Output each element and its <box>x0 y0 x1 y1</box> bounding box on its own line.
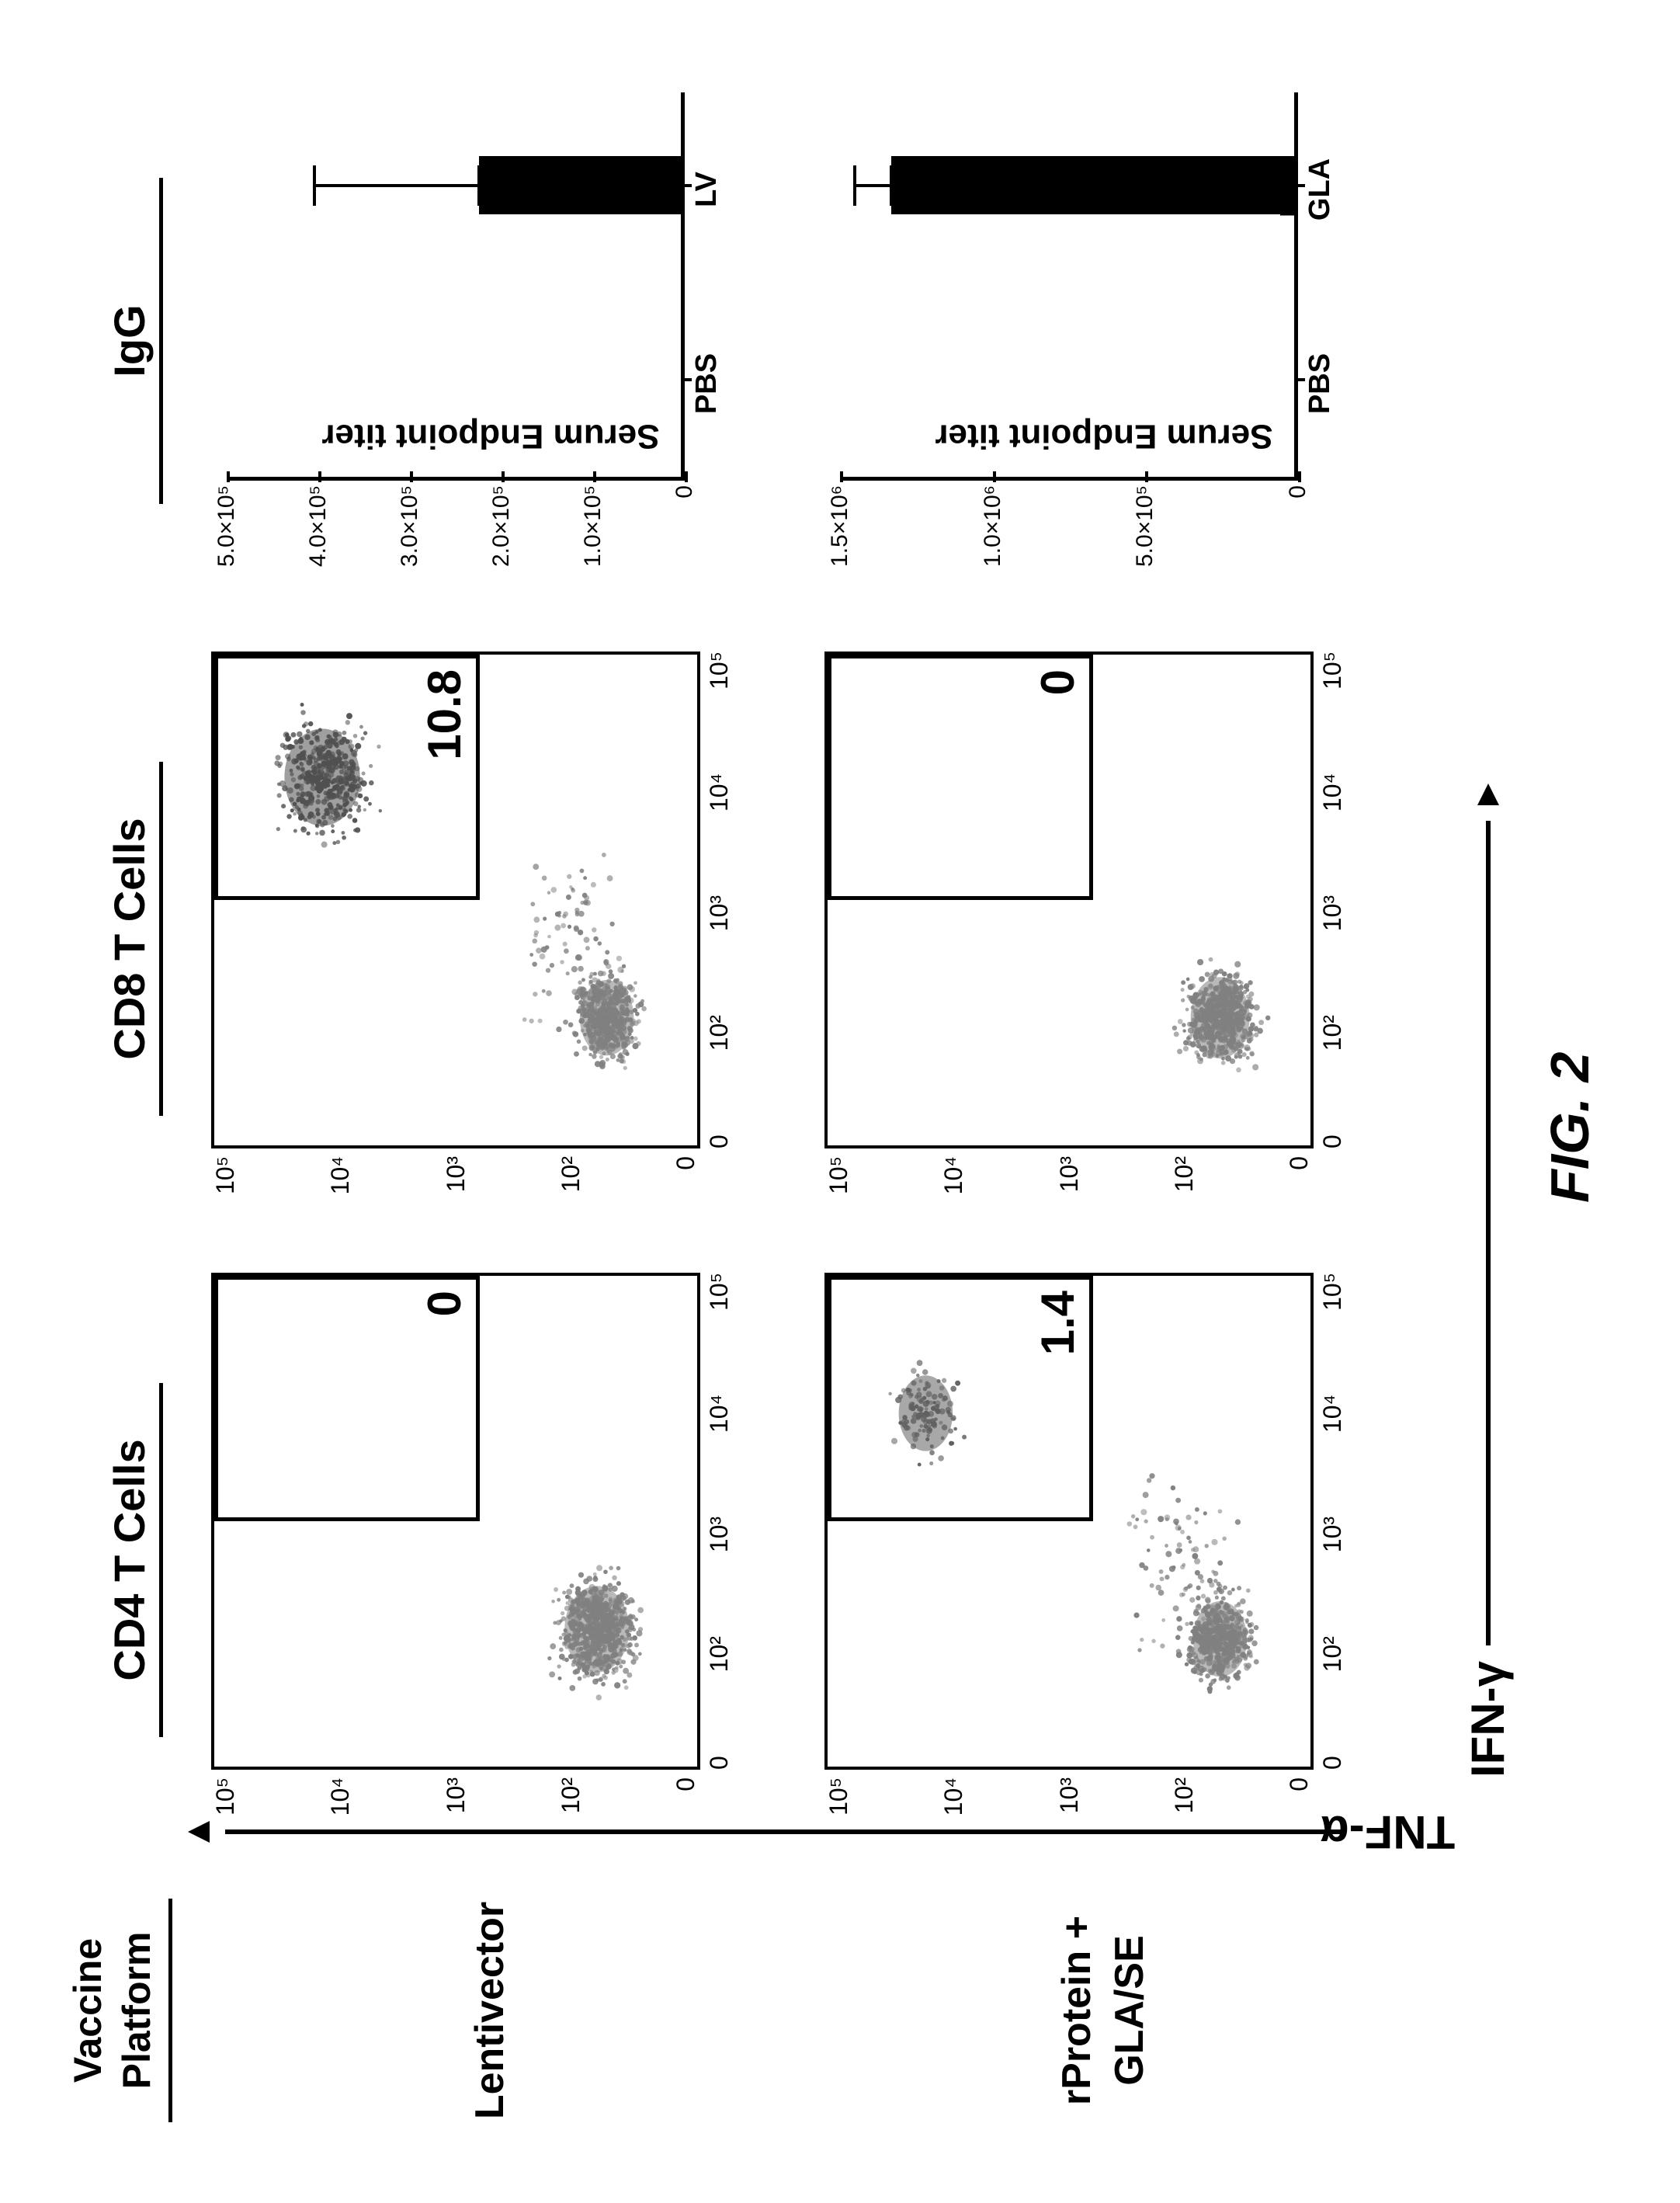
header-cd8: CD8 T Cells <box>64 644 172 1234</box>
y-tick: 1.0×10⁶ <box>980 485 1006 567</box>
y-tick: 2.0×10⁵ <box>488 485 515 567</box>
arrowhead-right-icon <box>1477 784 1499 805</box>
x-tick: 10⁵ <box>1318 1273 1352 1311</box>
x-tick: 10² <box>1318 1636 1352 1672</box>
x-tick: 10⁵ <box>705 652 739 690</box>
x-tick: 10³ <box>705 1516 739 1551</box>
flow-gate: 0 <box>214 1276 480 1521</box>
y-tick: 1.5×10⁶ <box>827 485 853 567</box>
flow-gate: 10.8 <box>214 655 480 900</box>
x-tick: 0 <box>1318 1135 1352 1148</box>
y-tick: 0 <box>1285 1156 1314 1234</box>
x-tick: 10⁴ <box>1318 773 1352 811</box>
header-igg: IgG <box>64 69 172 613</box>
gate-value: 0 <box>418 1291 471 1316</box>
y-tick: 10³ <box>442 1156 470 1234</box>
row-label-rprotein: rProtein + GLA/SE <box>809 1886 1399 2135</box>
y-tick: 0 <box>672 485 698 499</box>
header-vaccine-platform: Vaccine Platform <box>64 1899 172 2122</box>
x-tick: 10⁴ <box>705 773 739 811</box>
x-tick: 0 <box>705 1756 739 1770</box>
x-axis-label: IFN-γ <box>1461 1661 1515 1777</box>
x-tick: 10² <box>705 1015 739 1051</box>
y-tick: 5.0×10⁵ <box>1132 485 1158 567</box>
flow-plot-rp-cd4: 1.4010²10³10⁴10⁵10⁵10⁴10³10²0 <box>809 1265 1399 1855</box>
x-axis-ifng: IFN-γ <box>1461 784 1515 1777</box>
x-tick: 10² <box>705 1636 739 1672</box>
arrowhead-up-icon <box>188 1821 210 1843</box>
y-tick: 4.0×10⁵ <box>305 485 331 567</box>
y-tick: 0 <box>1285 485 1311 499</box>
flow-plot-lv-cd8: 10.8 0 10² 10³ 10⁴ 10⁵ 10⁵ 10⁴ 10³ 10² 0 <box>196 644 786 1234</box>
x-category-label: PBS <box>690 353 724 413</box>
gate-value: 1.4 <box>1031 1291 1085 1355</box>
y-tick: 1.0×10⁵ <box>580 485 606 567</box>
x-tick: 0 <box>705 1135 739 1148</box>
y-tick: 0 <box>672 1156 700 1234</box>
y-tick: 10² <box>557 1156 585 1234</box>
flow-gate: 1.4 <box>828 1276 1093 1521</box>
y-tick: 10³ <box>1055 1156 1084 1234</box>
x-tick: 10³ <box>705 895 739 930</box>
x-tick: 10³ <box>1318 895 1352 930</box>
figure-2: Vaccine Platform CD4 T Cells CD8 T Cells… <box>64 69 1616 2135</box>
x-tick: 0 <box>1318 1756 1352 1770</box>
flow-gate: 0 <box>828 655 1093 900</box>
x-tick: 10² <box>1318 1015 1352 1051</box>
y-tick: 3.0×10⁵ <box>397 485 423 567</box>
bar <box>891 156 1294 214</box>
y-axis-title: Serum Endpoint titer <box>935 416 1272 455</box>
flow-plot-rp-cd8: 0010²10³10⁴10⁵10⁵10⁴10³10²0 <box>809 644 1399 1234</box>
x-tick: 10⁴ <box>1318 1394 1352 1432</box>
bar-chart-lv: 0 1.0×10⁵ 2.0×10⁵ 3.0×10⁵ 4.0×10⁵ 5.0×10⁵ Seru… <box>196 69 786 613</box>
y-axis-title: Serum Endpoint titer <box>321 416 659 455</box>
flow-plot-lv-cd4: 0010²10³10⁴10⁵10⁵10⁴10³10²0 <box>196 1265 786 1855</box>
gate-value: 0 <box>1031 669 1085 695</box>
x-category-label: LV <box>690 172 724 207</box>
x-category-label: PBS <box>1303 353 1337 413</box>
y-axis-tnfa: TNF-α <box>188 1809 1414 1855</box>
x-category-label: rP + GLA <box>1270 129 1337 249</box>
bar <box>479 156 681 214</box>
y-tick: 5.0×10⁵ <box>213 485 240 567</box>
y-tick: 10⁵ <box>824 1156 853 1234</box>
row-label-lentivector: Lentivector <box>196 1886 786 2135</box>
figure-caption: FIG. 2 <box>1539 1051 1601 1202</box>
x-tick: 10⁵ <box>705 1273 739 1311</box>
gate-value: 10.8 <box>418 669 471 760</box>
x-tick: 10³ <box>1318 1516 1352 1551</box>
y-tick: 10⁵ <box>211 1156 240 1234</box>
x-tick: 10⁵ <box>1318 652 1352 690</box>
y-tick: 10⁴ <box>326 1156 355 1234</box>
y-tick: 10⁴ <box>939 1156 968 1234</box>
x-tick: 10⁴ <box>705 1394 739 1432</box>
bar-chart-rp: 0 5.0×10⁵ 1.0×10⁶ 1.5×10⁶ Serum Endpoint tit… <box>809 69 1399 613</box>
y-tick: 10² <box>1170 1156 1199 1234</box>
header-cd4: CD4 T Cells <box>64 1265 172 1855</box>
